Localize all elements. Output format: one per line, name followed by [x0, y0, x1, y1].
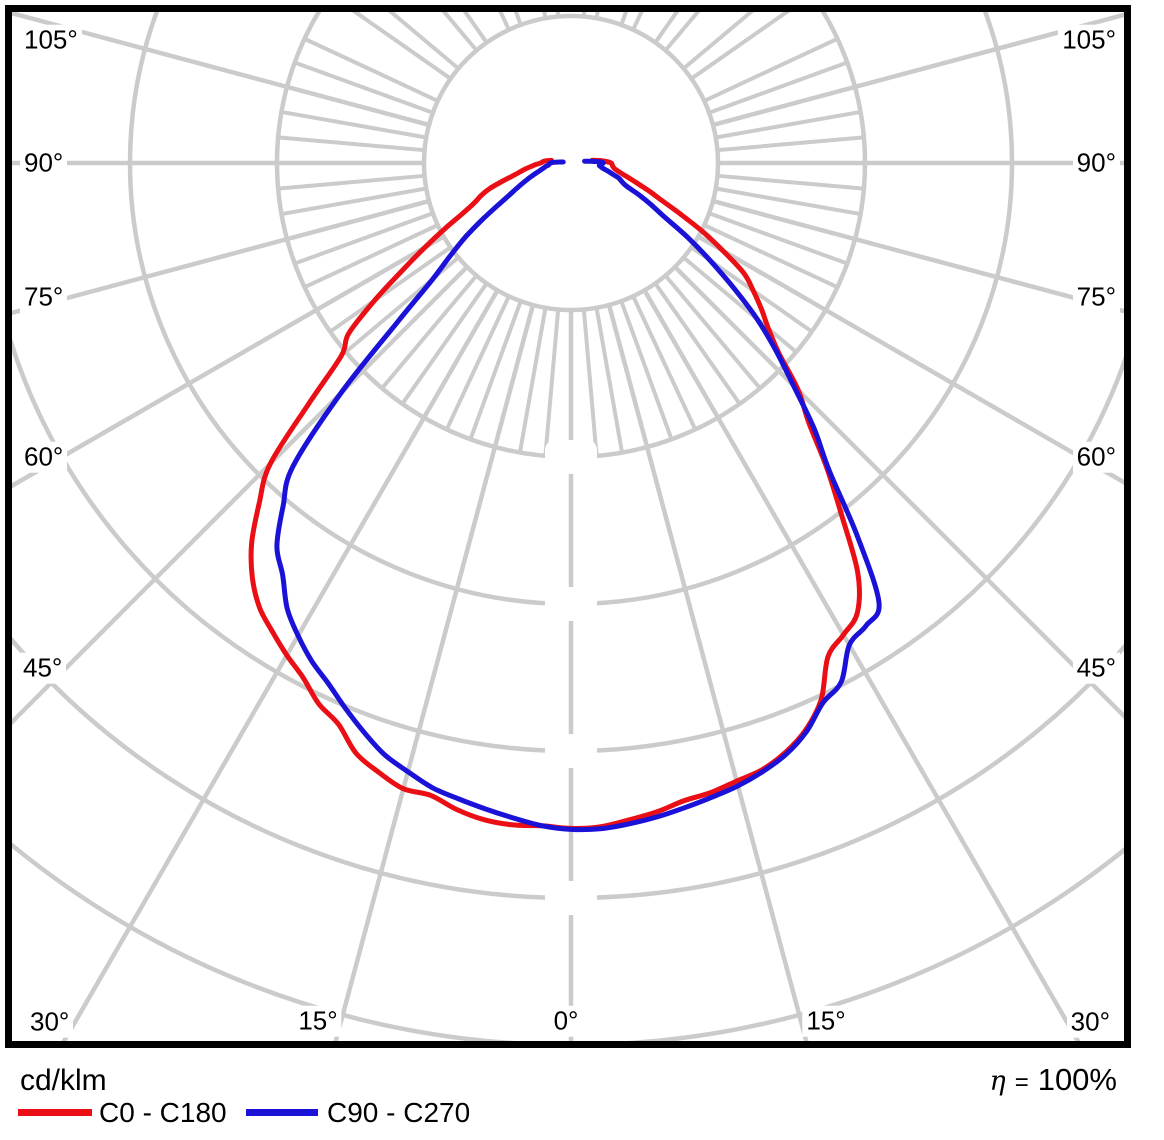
grid-fine-tick: [543, 309, 561, 457]
grid-angle-line: [12, 234, 445, 489]
grid-fine-tick: [708, 60, 848, 115]
grid-fine-tick: [703, 223, 839, 290]
plot-frame: [5, 5, 1131, 1048]
grid-fine-tick: [387, 12, 460, 71]
legend-label-c0-c180: C0 - C180: [99, 1097, 227, 1128]
grid-fine-tick: [594, 307, 625, 453]
grid-fine-tick: [329, 245, 452, 334]
legend-swatch-c0-c180: [18, 1109, 92, 1116]
grid-angle-line: [673, 265, 1125, 721]
grid-fine-tick: [380, 274, 479, 390]
grid-angle-line: [333, 304, 536, 1041]
grid-fine-tick: [663, 274, 762, 390]
grid-fine-tick: [619, 12, 629, 26]
ring-value-knockout: [545, 734, 597, 768]
ring-value-knockout: [545, 587, 597, 621]
grid-fine-tick: [708, 211, 848, 266]
grid-fine-tick: [653, 12, 680, 44]
grid-fine-tick: [444, 295, 511, 431]
eta-symbol: η: [989, 1066, 1006, 1097]
angle-label-bottom-0°: 0°: [549, 1005, 583, 1037]
grid-fine-tick: [400, 282, 489, 405]
grid-fine-tick: [690, 12, 791, 81]
ring-value-knockout: [545, 881, 597, 915]
grid-fine-tick: [294, 60, 434, 115]
eta-value: 100%: [1037, 1062, 1117, 1097]
grid-fine-tick: [468, 300, 523, 440]
ring-value-knockout: [545, 440, 597, 474]
grid-fine-tick: [513, 12, 523, 26]
angle-label-bottom-15°: 15°: [294, 1005, 342, 1037]
curve-c0-c180: [248, 157, 862, 831]
angle-label-right-90°: 90°: [1072, 147, 1120, 179]
angle-label-left-105°: 105°: [20, 24, 82, 56]
grid-fine-tick: [715, 186, 861, 217]
grid-ring: [12, 337, 1125, 754]
angle-label-left-75°: 75°: [20, 281, 68, 313]
legend-label-c90-c270: C90 - C270: [327, 1097, 471, 1128]
grid-fine-tick: [663, 12, 701, 52]
grid-fine-tick: [581, 309, 599, 457]
angle-label-left-45°: 45°: [19, 652, 67, 684]
efficiency-readout: η = 100%: [990, 1062, 1118, 1098]
grid-fine-tick: [441, 12, 479, 52]
angle-label-right-105°: 105°: [1058, 24, 1120, 56]
grid-fine-tick: [351, 12, 452, 81]
grid-fine-tick: [303, 223, 439, 290]
grid-fine-tick: [303, 36, 439, 103]
grid-fine-tick: [281, 186, 427, 217]
angle-label-right-75°: 75°: [1072, 281, 1120, 313]
grid-fine-tick: [682, 255, 798, 354]
grid-angle-line: [712, 198, 1125, 314]
grid-angle-line: [642, 289, 1081, 1041]
angle-label-left-60°: 60°: [20, 441, 68, 473]
legend-swatch-c90-c270: [246, 1109, 318, 1116]
grid-fine-tick: [631, 295, 698, 431]
grid-angle-line: [606, 304, 809, 1041]
grid-ring: [421, 13, 721, 313]
grid-fine-tick: [619, 300, 674, 440]
grid-angle-line: [697, 234, 1125, 486]
angle-label-right-45°: 45°: [1072, 652, 1120, 684]
grid-fine-tick: [715, 109, 861, 140]
grid-fine-tick: [717, 135, 865, 153]
grid-fine-tick: [653, 282, 742, 405]
grid-angle-line: [12, 198, 430, 316]
angle-label-right-30°: 30°: [1066, 1006, 1114, 1038]
grid-fine-tick: [517, 307, 548, 453]
grid-angle-line: [712, 12, 1125, 128]
grid-fine-tick: [682, 12, 755, 71]
angle-label-bottom-15°: 15°: [802, 1005, 850, 1037]
grid-fine-tick: [703, 36, 839, 103]
eta-equals: =: [1014, 1069, 1029, 1096]
angle-label-left-90°: 90°: [20, 147, 68, 179]
grid-fine-tick: [277, 135, 425, 153]
grid-fine-tick: [281, 109, 427, 140]
grid-fine-tick: [717, 173, 865, 191]
unit-label: cd/klm: [20, 1064, 107, 1097]
grid-angle-line: [12, 265, 469, 726]
grid-fine-tick: [294, 211, 434, 266]
grid-angle-line: [12, 12, 430, 128]
angle-label-right-60°: 60°: [1072, 441, 1120, 473]
angle-label-left-30°: 30°: [26, 1006, 74, 1038]
grid-fine-tick: [462, 12, 489, 44]
curve-c90-c270: [274, 158, 882, 833]
grid-angle-line: [61, 289, 500, 1041]
grid-fine-tick: [277, 173, 425, 191]
